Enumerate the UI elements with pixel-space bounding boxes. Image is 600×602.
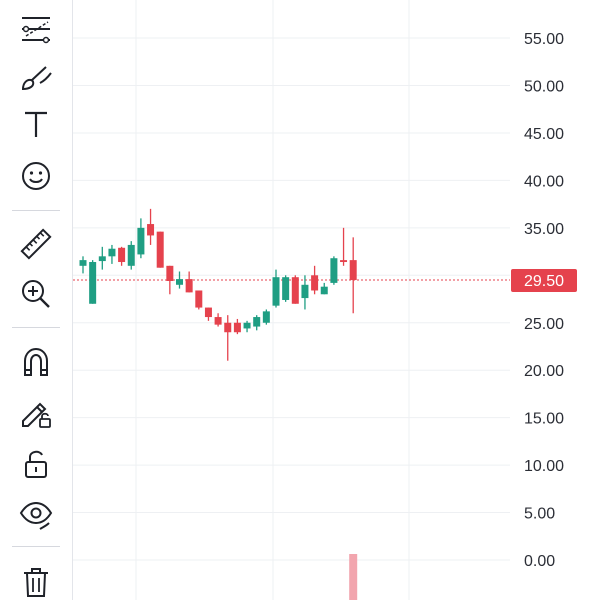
unlock-tool[interactable] [12, 444, 60, 484]
candle-body[interactable] [262, 311, 270, 323]
toolbar-divider [12, 327, 60, 328]
drawing-toolbar [0, 0, 73, 600]
candle-body[interactable] [243, 322, 251, 329]
volume-bar [349, 554, 358, 600]
candle-body[interactable] [340, 260, 348, 263]
candle-body[interactable] [233, 322, 241, 333]
y-axis-tick-label: 45.00 [524, 126, 564, 143]
ruler-measure-icon [20, 228, 52, 260]
hide-eye-icon [19, 501, 53, 530]
trend-line-tool[interactable] [12, 9, 60, 49]
y-axis-tick-label: 35.00 [524, 221, 564, 238]
brush-tool-icon [21, 66, 52, 91]
emoji-tool-icon [22, 162, 50, 190]
candlestick-chart[interactable]: 55.0050.0045.0040.0035.0030.0025.0020.00… [73, 0, 600, 600]
text-tool[interactable] [12, 104, 60, 144]
measure-tool[interactable] [12, 224, 60, 264]
toolbar-divider [12, 210, 60, 211]
candle-body[interactable] [214, 317, 222, 325]
zoom-tool[interactable] [12, 274, 60, 314]
candle-body[interactable] [282, 277, 290, 300]
y-axis-tick-label: 0.00 [524, 553, 555, 570]
candle-body[interactable] [89, 262, 97, 304]
magnet-icon [24, 347, 48, 376]
magnet-tool[interactable] [12, 342, 60, 382]
candle-body[interactable] [204, 307, 212, 318]
candle-body[interactable] [156, 231, 164, 268]
candle-body[interactable] [118, 247, 126, 263]
candle-body[interactable] [301, 284, 309, 299]
candle-body[interactable] [195, 290, 203, 308]
candle-body[interactable] [291, 277, 299, 304]
candle-body[interactable] [349, 260, 357, 281]
current-price-label: 29.50 [524, 273, 564, 290]
candle-body[interactable] [311, 275, 319, 291]
candle-body[interactable] [166, 265, 174, 281]
zoom-in-icon [22, 280, 50, 308]
delete-drawings-tool[interactable] [12, 562, 60, 602]
unlock-icon [25, 450, 47, 478]
candle-body[interactable] [185, 279, 193, 293]
emoji-tool[interactable] [12, 156, 60, 196]
candle-body[interactable] [224, 322, 232, 333]
text-tool-icon [25, 111, 47, 137]
trash-icon [24, 568, 48, 597]
current-price-tag [511, 269, 577, 293]
candle-body[interactable] [176, 279, 183, 285]
candle-body[interactable] [272, 277, 280, 306]
candle-body[interactable] [108, 248, 116, 257]
y-axis-tick-label: 5.00 [524, 506, 555, 523]
candle-body[interactable] [253, 317, 261, 327]
hide-drawings-tool[interactable] [12, 494, 60, 534]
lock-drawings-tool[interactable] [12, 393, 60, 433]
candle-body[interactable] [330, 258, 338, 283]
y-axis-tick-label: 55.00 [524, 31, 564, 48]
candle-body[interactable] [79, 260, 87, 266]
trend-line-tool-icon [22, 17, 50, 44]
lock-drawing-pencil-icon [22, 402, 51, 428]
candle-body[interactable] [147, 224, 155, 236]
candle-body[interactable] [127, 244, 135, 266]
candle-body[interactable] [320, 286, 328, 295]
y-axis-tick-label: 25.00 [524, 316, 564, 333]
candle-body[interactable] [98, 256, 106, 262]
y-axis-tick-label: 10.00 [524, 458, 564, 475]
candle-body[interactable] [137, 227, 145, 255]
y-axis-tick-label: 15.00 [524, 411, 564, 428]
y-axis-tick-label: 50.00 [524, 79, 564, 96]
chart-canvas[interactable]: 55.0050.0045.0040.0035.0030.0025.0020.00… [73, 0, 600, 600]
y-axis-tick-label: 40.00 [524, 173, 564, 190]
toolbar-divider [12, 546, 60, 547]
brush-tool[interactable] [12, 57, 60, 97]
y-axis-tick-label: 20.00 [524, 363, 564, 380]
